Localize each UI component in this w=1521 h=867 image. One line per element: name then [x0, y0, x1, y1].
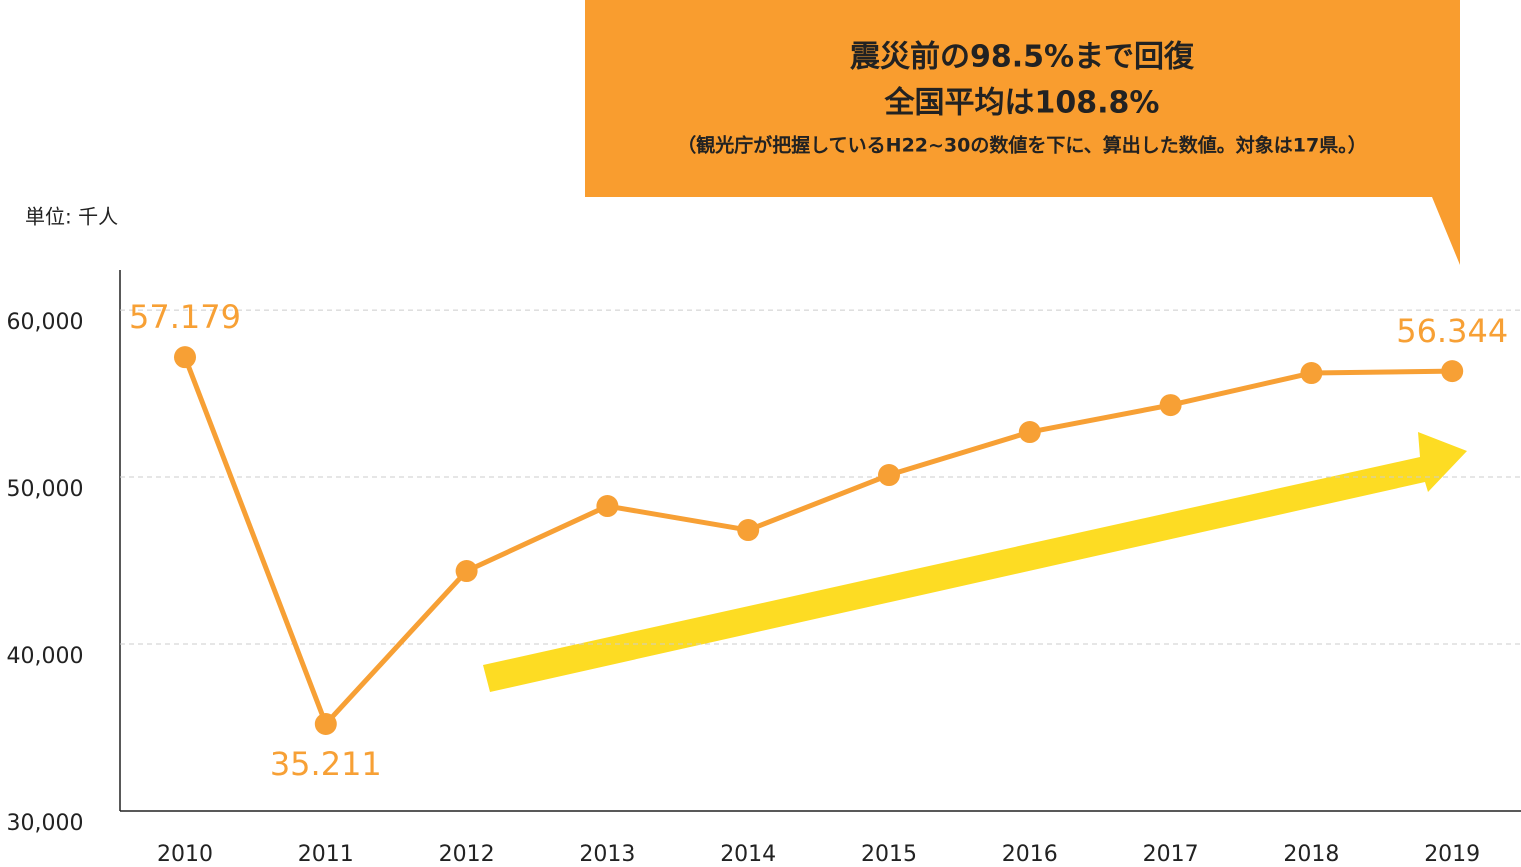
annotation-line: 震災前の98.5%まで回復	[850, 40, 1195, 75]
y-tick-label: 30,000	[7, 811, 84, 836]
annotation-note: （観光庁が把握しているH22~30の数値を下に、算出した数値。対象は17県。）	[677, 134, 1367, 157]
y-tick-label: 50,000	[7, 477, 84, 502]
data-point	[174, 346, 196, 369]
value-label: 57.179	[129, 298, 241, 336]
x-tick-label: 2010	[157, 842, 213, 867]
unit-label: 単位: 千人	[25, 205, 118, 229]
x-tick-label: 2014	[720, 842, 776, 867]
y-tick-label: 60,000	[7, 310, 84, 335]
y-tick-label: 40,000	[7, 644, 84, 669]
x-tick-label: 2017	[1143, 842, 1199, 867]
x-tick-label: 2012	[439, 842, 495, 867]
value-label: 35.211	[270, 745, 382, 783]
x-tick-label: 2019	[1424, 842, 1480, 867]
data-point	[455, 560, 478, 583]
data-point	[596, 495, 619, 518]
data-point	[314, 712, 337, 735]
x-tick-label: 2018	[1283, 842, 1339, 867]
data-line	[182, 356, 1453, 727]
x-tick-label: 2016	[1002, 842, 1058, 867]
annotation-box	[585, 0, 1460, 265]
x-tick-label: 2013	[579, 842, 635, 867]
data-point	[1441, 360, 1464, 383]
x-tick-label: 2015	[861, 842, 917, 867]
data-point	[1300, 362, 1323, 385]
data-point	[1159, 394, 1182, 417]
annotation-line: 全国平均は108.8%	[884, 86, 1160, 121]
value-label: 56.344	[1396, 312, 1508, 350]
data-point	[737, 519, 760, 542]
trend-arrow	[483, 432, 1467, 692]
data-point	[1018, 421, 1041, 444]
data-point	[878, 464, 900, 487]
x-tick-label: 2011	[298, 842, 354, 867]
